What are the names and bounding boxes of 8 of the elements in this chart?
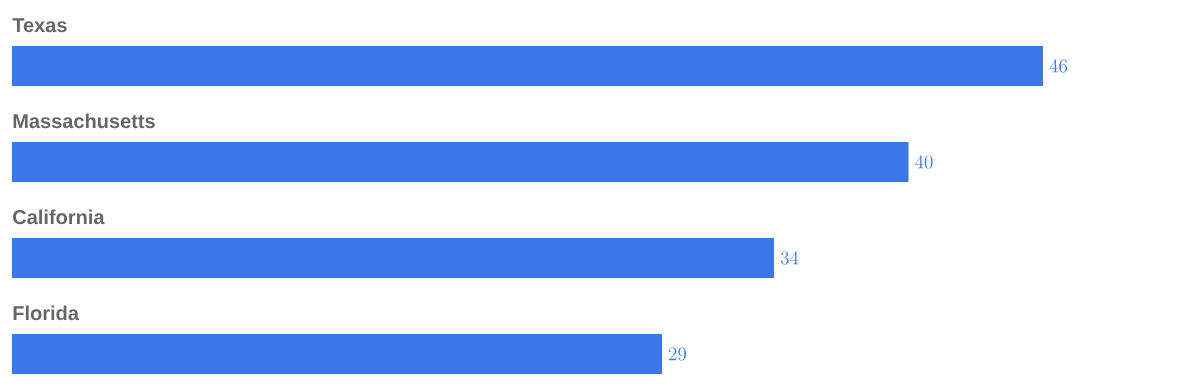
y-tick-label: Texas <box>12 18 67 33</box>
y-tick-label: California <box>13 209 105 225</box>
data-label: 34 <box>780 251 799 265</box>
data-label: 40 <box>915 155 933 169</box>
data-label: 46 <box>1049 59 1068 73</box>
y-tick-label: Massachusetts <box>13 113 155 129</box>
data-label: 29 <box>668 347 687 361</box>
y-tick-label: Florida <box>13 305 80 321</box>
